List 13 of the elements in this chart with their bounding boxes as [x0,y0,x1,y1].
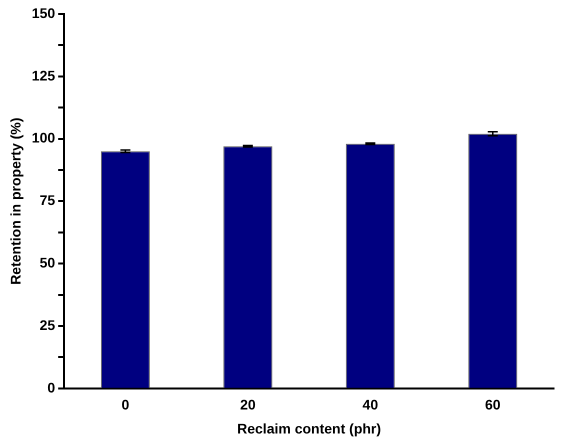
y-tick-label: 25 [40,316,56,333]
x-tick-label: 20 [240,396,256,413]
x-tick-label: 40 [362,396,378,413]
y-tick-label: 150 [32,4,56,21]
x-tick-label: 60 [484,396,501,413]
y-tick-label: 100 [32,130,56,146]
y-axis-title: Retention in property (%) [7,118,24,285]
y-tick-label: 75 [40,192,56,208]
y-tick-label: 0 [47,379,56,396]
y-tick-label: 125 [32,67,56,84]
y-tick-label: 50 [40,254,56,270]
x-axis-title: Reclaim content (phr) [237,420,382,436]
x-tick-label: 0 [121,396,130,413]
